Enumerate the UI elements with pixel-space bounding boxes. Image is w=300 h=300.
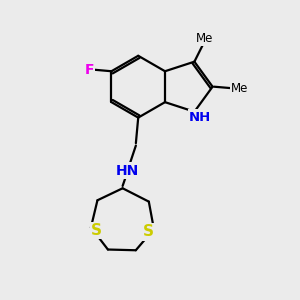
Text: HN: HN bbox=[116, 164, 139, 178]
Text: S: S bbox=[143, 224, 154, 239]
Text: NH: NH bbox=[189, 110, 211, 124]
Text: S: S bbox=[91, 223, 102, 238]
Text: Me: Me bbox=[231, 82, 248, 95]
Text: Me: Me bbox=[196, 32, 213, 45]
Text: F: F bbox=[85, 63, 94, 77]
